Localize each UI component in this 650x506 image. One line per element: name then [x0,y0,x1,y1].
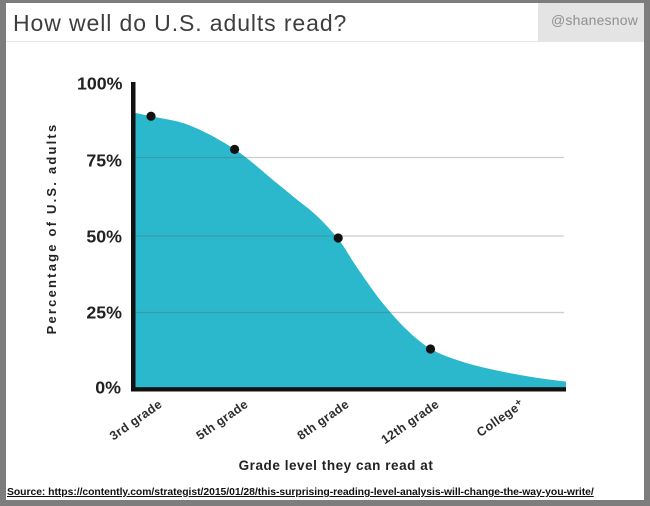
svg-text:Grade level they can read at: Grade level they can read at [239,458,434,473]
svg-text:0%: 0% [95,378,121,398]
svg-text:5th grade: 5th grade [194,397,251,443]
svg-text:College+: College+ [473,396,527,440]
svg-text:75%: 75% [86,151,122,171]
svg-text:Percentage of U.S. adults: Percentage of U.S. adults [44,123,59,335]
svg-text:25%: 25% [86,303,122,323]
svg-text:8th grade: 8th grade [295,397,352,443]
svg-text:50%: 50% [86,227,122,247]
svg-text:3rd grade: 3rd grade [107,397,165,443]
svg-text:100%: 100% [77,74,123,94]
svg-text:12th grade: 12th grade [379,397,442,447]
